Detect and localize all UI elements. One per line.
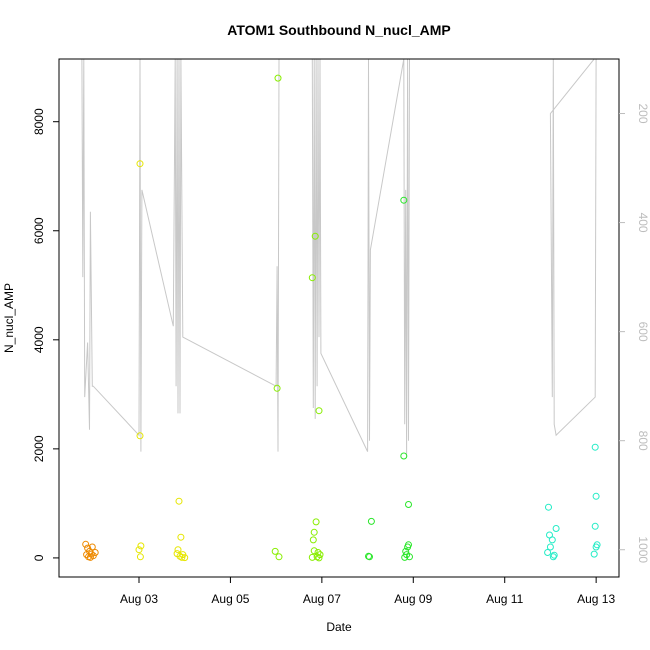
data-point (312, 518, 320, 526)
data-point (544, 549, 552, 556)
data-point (400, 452, 408, 460)
data-point (135, 546, 143, 554)
y-axis-label: N_nucl_AMP (2, 283, 16, 353)
data-point (315, 407, 323, 415)
data-point (87, 550, 95, 558)
data-point (591, 522, 599, 530)
y-tick-label: 4000 (32, 326, 46, 353)
x-tick-label: Aug 07 (303, 592, 341, 606)
x-tick-label: Aug 13 (577, 592, 615, 606)
data-point (401, 553, 409, 561)
data-point (178, 553, 186, 561)
right-axis-overlay-lines (81, 59, 598, 458)
data-point (311, 232, 319, 240)
data-point (592, 492, 600, 500)
data-point (181, 554, 189, 562)
data-point (548, 536, 556, 544)
y-tick-label: 8000 (32, 108, 46, 135)
data-point (274, 74, 282, 82)
y2-tick-label: 400 (636, 213, 650, 233)
x-axis-label: Date (326, 620, 352, 634)
data-point (366, 553, 373, 561)
data-point (546, 543, 554, 551)
data-point (549, 553, 557, 561)
data-point (310, 528, 318, 536)
data-point (309, 536, 317, 544)
y2-tick-label: 1000 (636, 536, 650, 563)
data-point (275, 553, 283, 561)
data-point (315, 554, 323, 562)
data-point (308, 553, 316, 561)
x-tick-label: Aug 11 (486, 592, 523, 606)
y2-tick-label: 200 (636, 104, 650, 124)
overlay-line (81, 59, 598, 458)
data-point (175, 497, 183, 505)
data-point (88, 543, 96, 551)
data-point (552, 525, 560, 532)
plot-frame (58, 58, 620, 578)
data-point (310, 547, 318, 555)
data-point (273, 384, 281, 392)
data-point (137, 542, 145, 550)
data-point (136, 432, 144, 440)
data-point (545, 503, 552, 511)
y-tick-label: 2000 (32, 435, 46, 462)
y2-tick-label: 600 (636, 322, 650, 342)
data-point (590, 550, 598, 558)
data-point (367, 517, 375, 525)
axes: Aug 03 Aug 05 Aug 07 Aug 09 Aug 11 Aug 13 0 200… (32, 58, 650, 606)
x-tick-label: Aug 05 (211, 592, 249, 606)
data-point (271, 547, 279, 555)
data-point (406, 553, 413, 561)
x-tick-label: Aug 03 (120, 592, 158, 606)
data-point (177, 533, 185, 541)
data-point (405, 501, 412, 508)
data-point (400, 196, 408, 204)
chart-title: ATOM1 Southbound N_nucl_AMP (227, 22, 450, 38)
x-tick-label: Aug 09 (394, 592, 432, 606)
data-point (136, 160, 144, 168)
data-point (86, 553, 94, 561)
y-tick-label: 6000 (32, 217, 46, 244)
data-point (592, 543, 600, 551)
y-tick-label: 0 (32, 554, 46, 561)
data-point (136, 553, 144, 561)
data-point (174, 546, 182, 554)
data-point (91, 549, 99, 556)
data-point (82, 540, 90, 548)
y2-tick-label: 800 (636, 431, 650, 451)
data-point (405, 541, 412, 549)
data-point (591, 443, 599, 451)
data-point (308, 274, 316, 282)
data-points (82, 74, 601, 562)
